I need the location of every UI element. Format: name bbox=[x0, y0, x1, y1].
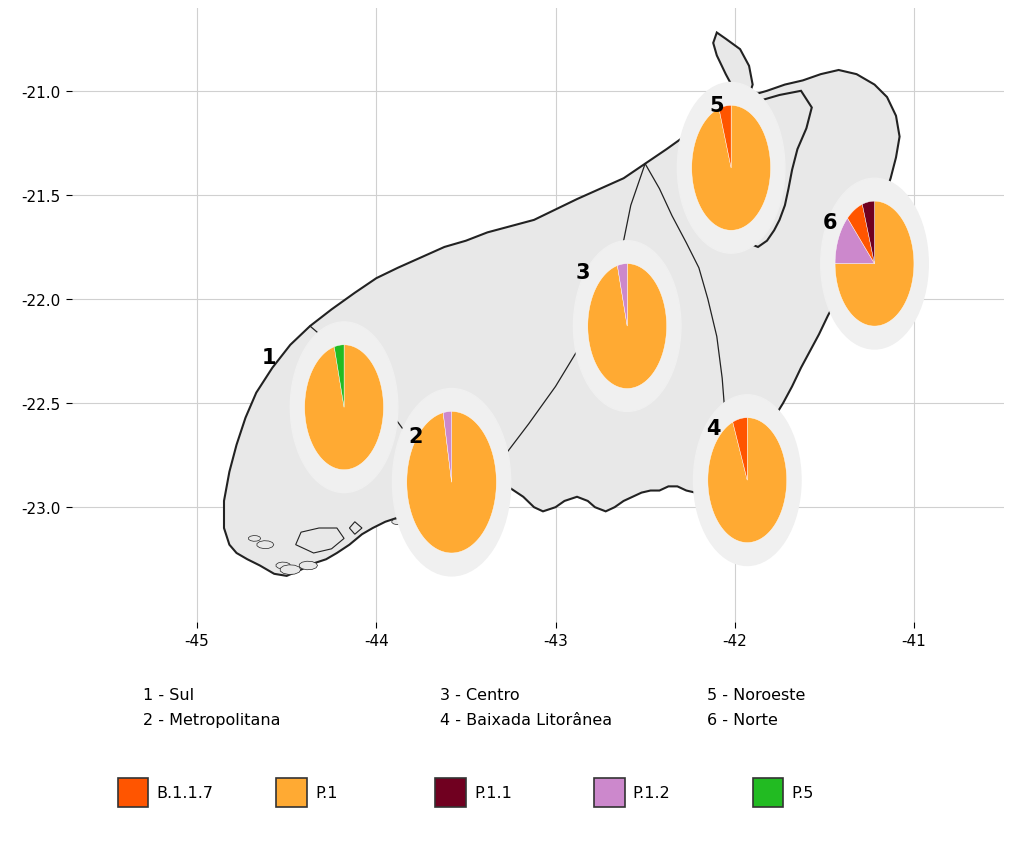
Polygon shape bbox=[733, 418, 748, 481]
Text: 4: 4 bbox=[706, 418, 721, 439]
Text: 2: 2 bbox=[409, 427, 423, 447]
Text: P.1: P.1 bbox=[315, 785, 338, 800]
Polygon shape bbox=[305, 345, 383, 470]
Polygon shape bbox=[281, 565, 301, 575]
Polygon shape bbox=[403, 515, 415, 521]
Ellipse shape bbox=[573, 241, 681, 412]
Polygon shape bbox=[224, 33, 899, 576]
Polygon shape bbox=[407, 412, 497, 553]
Polygon shape bbox=[862, 202, 874, 264]
Text: 6 - Norte: 6 - Norte bbox=[707, 712, 777, 728]
Ellipse shape bbox=[677, 83, 784, 254]
Text: 4 - Baixada Litorânea: 4 - Baixada Litorânea bbox=[440, 712, 612, 728]
Text: 6: 6 bbox=[822, 213, 837, 233]
Ellipse shape bbox=[392, 389, 511, 576]
Polygon shape bbox=[436, 508, 453, 515]
Text: 5 - Noroeste: 5 - Noroeste bbox=[707, 687, 805, 702]
Text: P.1.2: P.1.2 bbox=[633, 785, 671, 800]
Text: B.1.1.7: B.1.1.7 bbox=[157, 785, 214, 800]
Polygon shape bbox=[299, 561, 317, 570]
Polygon shape bbox=[848, 205, 874, 264]
Ellipse shape bbox=[693, 395, 801, 566]
Polygon shape bbox=[257, 541, 273, 549]
Polygon shape bbox=[249, 536, 261, 542]
Text: 1: 1 bbox=[261, 348, 276, 368]
Polygon shape bbox=[692, 106, 770, 231]
Text: P.1.1: P.1.1 bbox=[474, 785, 512, 800]
Polygon shape bbox=[392, 519, 404, 525]
Text: 3: 3 bbox=[575, 262, 590, 283]
Polygon shape bbox=[708, 418, 786, 543]
Polygon shape bbox=[296, 528, 344, 553]
Polygon shape bbox=[588, 264, 667, 389]
Text: 2 - Metropolitana: 2 - Metropolitana bbox=[143, 712, 281, 728]
Polygon shape bbox=[836, 202, 913, 326]
Text: 3 - Centro: 3 - Centro bbox=[440, 687, 520, 702]
Polygon shape bbox=[443, 412, 452, 482]
Polygon shape bbox=[836, 219, 874, 264]
Polygon shape bbox=[334, 345, 344, 408]
Text: 5: 5 bbox=[710, 96, 724, 116]
Polygon shape bbox=[417, 517, 436, 527]
Text: P.5: P.5 bbox=[792, 785, 814, 800]
Polygon shape bbox=[276, 562, 291, 569]
Polygon shape bbox=[349, 522, 361, 534]
Ellipse shape bbox=[820, 179, 928, 349]
Polygon shape bbox=[719, 106, 731, 169]
Text: 1 - Sul: 1 - Sul bbox=[143, 687, 195, 702]
Polygon shape bbox=[617, 264, 627, 326]
Ellipse shape bbox=[290, 323, 397, 493]
